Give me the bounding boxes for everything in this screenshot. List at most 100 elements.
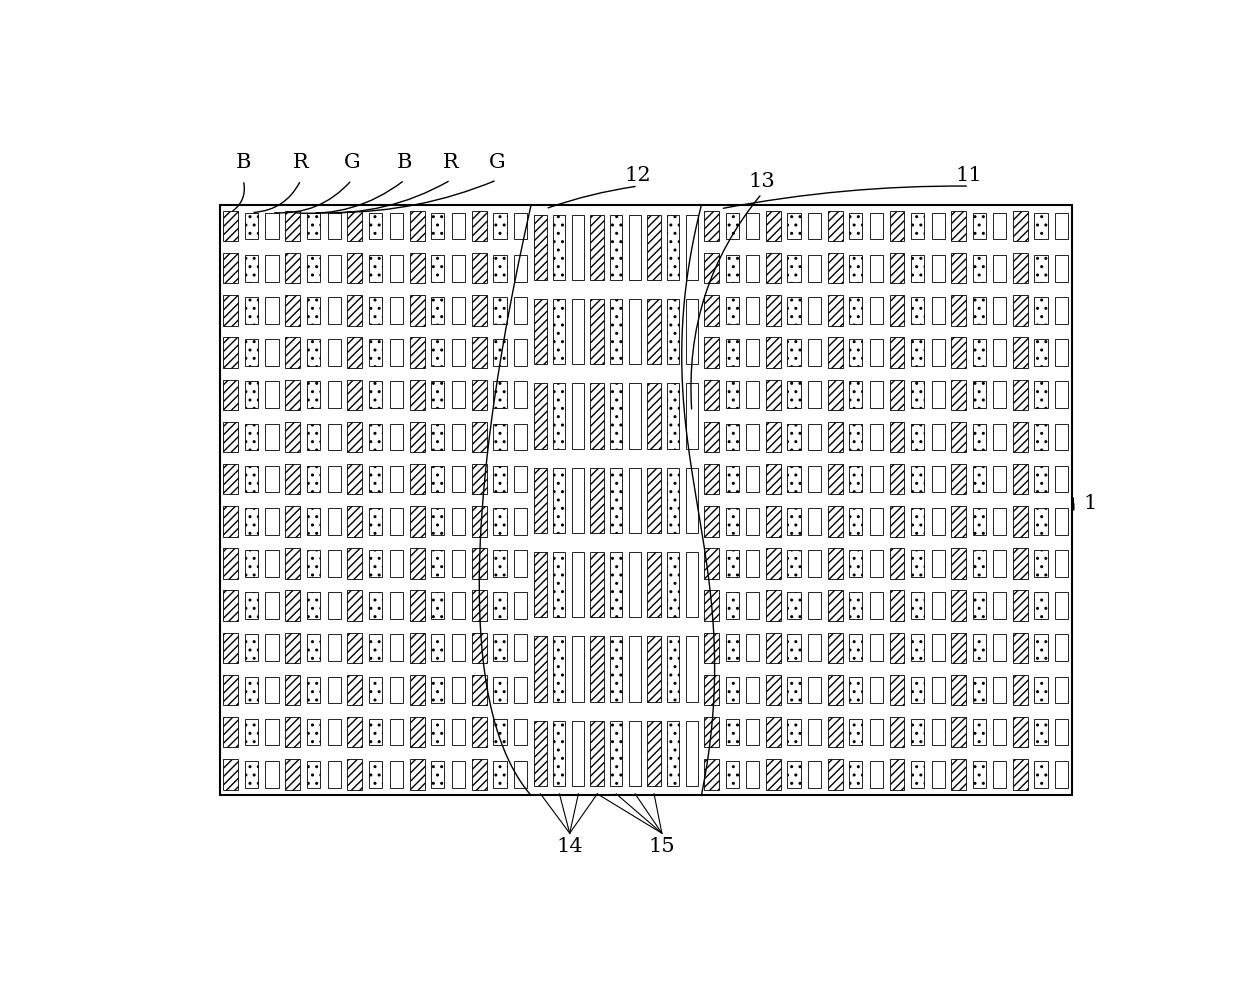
Text: 11: 11	[955, 165, 983, 185]
Bar	[890, 379, 904, 410]
Bar	[591, 551, 605, 617]
Bar	[766, 464, 781, 494]
Bar	[726, 508, 738, 535]
Bar	[472, 464, 487, 494]
Bar	[1035, 593, 1047, 619]
Bar	[870, 593, 883, 619]
Bar	[828, 337, 843, 368]
Bar	[766, 759, 781, 789]
Bar	[431, 634, 445, 662]
Bar	[514, 212, 528, 240]
Bar	[1014, 422, 1028, 452]
Bar	[285, 464, 300, 494]
Bar	[244, 593, 258, 619]
Bar	[572, 468, 585, 533]
Bar	[265, 381, 279, 408]
Bar	[667, 214, 679, 280]
Bar	[369, 339, 382, 366]
Bar	[369, 424, 382, 450]
Bar	[223, 379, 238, 410]
Bar	[746, 381, 760, 408]
Bar	[828, 295, 843, 325]
Bar	[726, 424, 738, 450]
Bar	[828, 717, 843, 747]
Bar	[932, 466, 944, 492]
Bar	[1056, 297, 1068, 323]
Bar	[452, 381, 465, 408]
Bar	[766, 295, 781, 325]
Bar	[746, 761, 760, 787]
Bar	[369, 381, 382, 408]
Bar	[369, 212, 382, 240]
Bar	[347, 295, 362, 325]
Bar	[994, 719, 1006, 745]
Bar	[285, 506, 300, 537]
Bar	[788, 508, 800, 535]
Bar	[1056, 719, 1068, 745]
Bar	[1035, 381, 1047, 408]
Bar	[766, 506, 781, 537]
Bar	[265, 634, 279, 662]
Bar	[870, 424, 883, 450]
Bar	[452, 634, 465, 662]
Bar	[390, 424, 403, 450]
Bar	[952, 211, 966, 241]
Bar	[647, 214, 660, 280]
Bar	[431, 466, 445, 492]
Bar	[1014, 759, 1028, 789]
Bar	[572, 636, 585, 702]
Bar	[647, 468, 660, 533]
Bar	[973, 761, 986, 787]
Bar	[572, 721, 585, 785]
Bar	[726, 761, 738, 787]
Bar	[390, 550, 403, 577]
Bar	[327, 676, 341, 703]
Bar	[1035, 212, 1047, 240]
Bar	[932, 761, 944, 787]
Bar	[911, 339, 924, 366]
Bar	[514, 381, 528, 408]
Bar	[493, 676, 507, 703]
Bar	[390, 634, 403, 662]
Bar	[534, 468, 548, 533]
Bar	[1056, 381, 1068, 408]
Bar	[347, 422, 362, 452]
Bar	[265, 676, 279, 703]
Bar	[828, 379, 843, 410]
Bar	[932, 508, 944, 535]
Text: R: R	[442, 153, 458, 172]
Bar	[223, 422, 238, 452]
Bar	[347, 717, 362, 747]
Bar	[808, 212, 821, 240]
Bar	[911, 424, 924, 450]
Bar	[285, 759, 300, 789]
Bar	[746, 508, 760, 535]
Text: B: B	[235, 153, 252, 172]
Bar	[307, 381, 320, 408]
Bar	[911, 550, 924, 577]
Bar	[285, 422, 300, 452]
Bar	[890, 717, 904, 747]
Bar	[704, 379, 719, 410]
Bar	[244, 339, 258, 366]
Bar	[973, 466, 986, 492]
Bar	[849, 212, 862, 240]
Bar	[611, 383, 622, 448]
Bar	[994, 297, 1006, 323]
Bar	[347, 674, 362, 705]
Bar	[994, 255, 1006, 281]
Bar	[1056, 634, 1068, 662]
Bar	[472, 253, 487, 283]
Bar	[849, 297, 862, 323]
Bar	[1014, 379, 1028, 410]
Bar	[347, 379, 362, 410]
Bar	[704, 591, 719, 621]
Bar	[1035, 676, 1047, 703]
Bar	[611, 721, 622, 785]
Bar	[686, 214, 698, 280]
Bar	[686, 551, 698, 617]
Bar	[472, 717, 487, 747]
Bar	[554, 721, 565, 785]
Bar	[828, 633, 843, 663]
Bar	[932, 255, 944, 281]
